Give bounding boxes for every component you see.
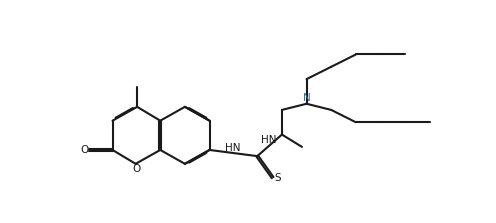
Text: HN: HN <box>225 143 241 153</box>
Text: O: O <box>80 145 88 155</box>
Text: O: O <box>132 164 140 174</box>
Text: HN: HN <box>261 135 277 145</box>
Text: N: N <box>303 93 310 103</box>
Text: S: S <box>275 173 281 184</box>
